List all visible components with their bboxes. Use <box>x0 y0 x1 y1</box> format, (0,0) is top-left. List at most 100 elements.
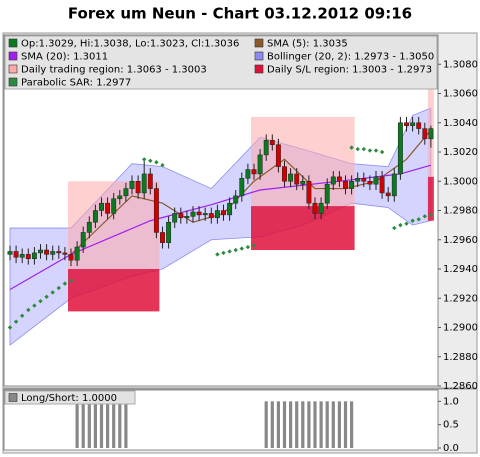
sar-dot <box>379 149 385 155</box>
candle-body <box>391 173 397 197</box>
legend-label: Parabolic SAR: 1.2977 <box>21 78 131 89</box>
long-short-bar <box>313 401 317 448</box>
sar-dot <box>398 222 403 228</box>
candle-body <box>141 173 147 194</box>
candle-body <box>251 169 257 175</box>
long-short-bar <box>295 401 299 448</box>
sar-dot <box>148 158 153 163</box>
candle-body <box>397 122 403 175</box>
candle-body <box>385 192 391 197</box>
long-short-bar <box>331 401 335 448</box>
candle-body <box>31 252 37 260</box>
y-tick-label: 1.3080 <box>443 59 478 70</box>
candle-body <box>105 202 111 214</box>
candle-body <box>147 173 153 189</box>
candle-body <box>361 178 367 182</box>
chart-title: Forex um Neun - Chart 03.12.2012 09:16 <box>68 5 412 23</box>
candle-body <box>111 198 117 214</box>
sl-region <box>68 269 160 312</box>
legend-swatch <box>8 77 18 87</box>
legend-swatch <box>254 51 264 61</box>
candle-body <box>300 181 306 185</box>
sar-dot <box>7 325 13 330</box>
candle-body <box>62 252 68 255</box>
y-tick-label: 1.2900 <box>443 323 478 334</box>
long-short-bar <box>118 401 122 448</box>
candle-body <box>379 176 385 194</box>
candle-body <box>80 232 86 248</box>
legend-swatch <box>8 38 18 48</box>
trading-region <box>251 116 355 207</box>
sar-dot <box>422 214 427 219</box>
sar-dot <box>392 225 397 231</box>
candle-body <box>38 249 43 254</box>
y-tick-label: 1.2880 <box>443 352 478 363</box>
long-short-bar <box>106 401 110 448</box>
candle-body <box>160 232 165 243</box>
long-short-bar <box>337 401 341 448</box>
legend-label: Daily trading region: 1.3063 - 1.3003 <box>21 65 207 76</box>
candle-body <box>196 211 202 216</box>
legend-label: SMA (20): 1.3011 <box>21 52 108 63</box>
candle-body <box>416 122 422 129</box>
candle-body <box>294 173 300 185</box>
legend-box <box>4 35 438 90</box>
long-short-bar <box>350 401 354 448</box>
candle-body <box>74 246 80 261</box>
sar-dot <box>215 252 220 257</box>
sar-dot <box>373 148 379 153</box>
sar-dot <box>160 162 165 168</box>
legend-label: Op:1.3029, Hi:1.3038, Lo:1.3023, Cl:1.30… <box>21 39 239 50</box>
candle-body <box>422 128 428 140</box>
candle-body <box>7 251 13 255</box>
candle-body <box>330 176 336 185</box>
long-short-bar <box>319 401 323 448</box>
candle-body <box>214 210 220 219</box>
legend-swatch <box>254 38 264 48</box>
legend-label: SMA (5): 1.3035 <box>267 39 348 50</box>
sar-dot <box>62 281 68 286</box>
candle-body <box>129 181 135 189</box>
candle-body <box>318 202 324 214</box>
sl-region <box>427 176 434 221</box>
candle-body <box>68 254 74 261</box>
candle-body <box>227 202 233 216</box>
long-short-bar <box>264 401 268 448</box>
legend-swatch <box>254 64 264 74</box>
candle-body <box>367 181 373 185</box>
legend-label: Daily S/L region: 1.3003 - 1.2973 <box>267 65 432 76</box>
long-short-bar <box>276 401 280 448</box>
y-tick-label: 1.2920 <box>443 293 478 304</box>
candle-body <box>202 213 208 216</box>
long-short-bar <box>343 401 348 448</box>
candle-body <box>153 188 159 233</box>
candle-body <box>135 181 141 194</box>
candle-body <box>233 195 239 204</box>
sar-dot <box>142 157 147 162</box>
candle-body <box>166 221 172 243</box>
candle-body <box>288 173 294 182</box>
sar-dot <box>355 146 360 152</box>
candle-body <box>123 188 129 197</box>
y-tick-label: 1.2860 <box>443 381 478 392</box>
candle-body <box>373 176 379 185</box>
sar-dot <box>239 246 244 251</box>
y-tick-label: 1.2940 <box>443 264 478 275</box>
sar-dot <box>26 307 31 313</box>
sar-dot <box>367 148 373 153</box>
long-short-bar <box>301 401 305 448</box>
long-short-bar <box>112 401 116 448</box>
y-tick-label: 0.5 <box>443 420 459 431</box>
candle-body <box>19 254 25 258</box>
legend-label: Bollinger (20, 2): 1.2973 - 1.3050 <box>267 52 434 63</box>
candle-body <box>13 251 19 258</box>
candle-body <box>56 251 62 254</box>
candle-body <box>282 166 287 182</box>
candle-body <box>336 176 342 182</box>
legend-label: Long/Short: 1.0000 <box>21 393 117 404</box>
candle-body <box>208 213 214 219</box>
sar-dot <box>361 146 366 152</box>
candle-body <box>269 140 275 145</box>
long-short-bar <box>270 401 274 448</box>
